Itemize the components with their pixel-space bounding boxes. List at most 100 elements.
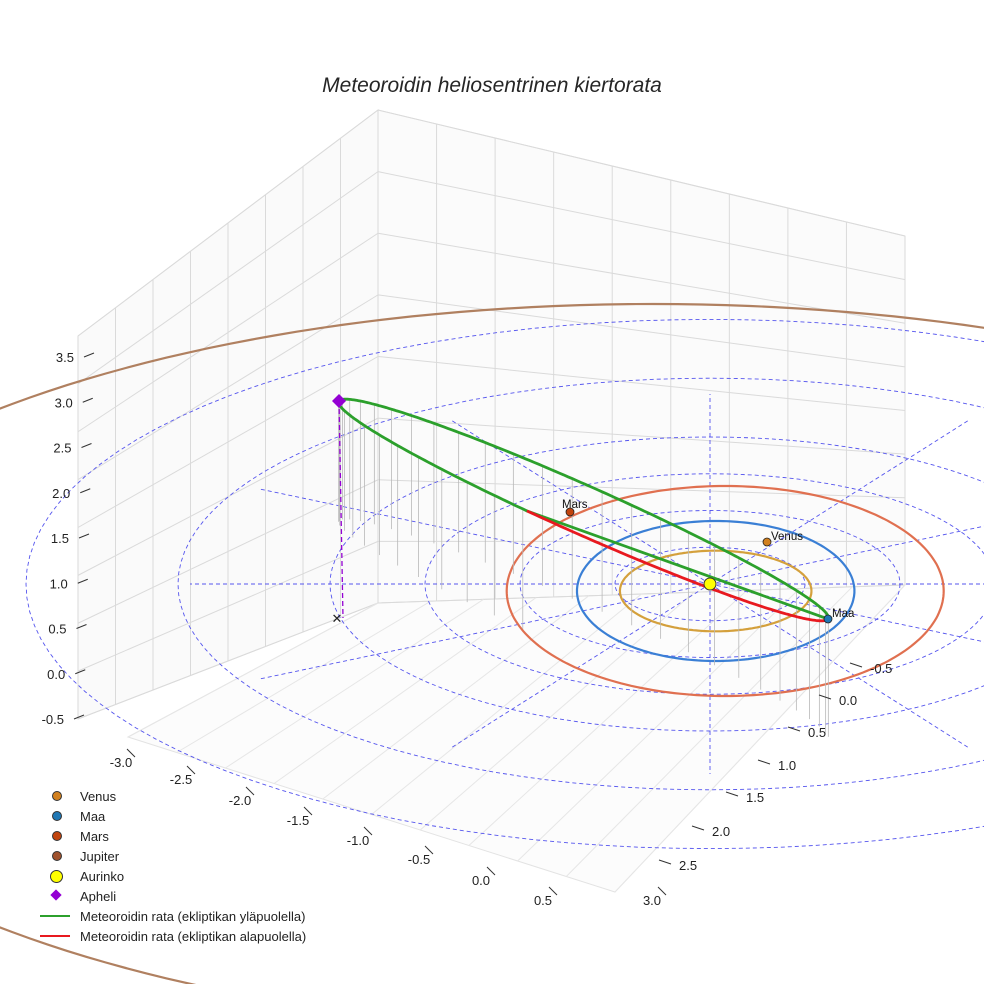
legend-label: Mars bbox=[80, 828, 109, 844]
legend-item: Jupiter bbox=[40, 846, 306, 866]
legend-item: Meteoroidin rata (ekliptikan alapuolella… bbox=[40, 926, 306, 946]
x-tick: -1.0 bbox=[347, 833, 369, 848]
planet-orbits bbox=[0, 302, 984, 984]
z-tick: -0.5 bbox=[42, 712, 64, 727]
y-tick-mark bbox=[757, 759, 771, 765]
x-tick: 3.0 bbox=[643, 893, 661, 908]
y-tick-mark bbox=[849, 662, 863, 668]
planet-label-maa: Maa bbox=[832, 608, 855, 620]
x-tick-mark bbox=[126, 748, 136, 758]
grid-line bbox=[322, 595, 590, 800]
legend-label: Apheli bbox=[80, 888, 117, 904]
grid-line bbox=[377, 109, 906, 237]
grid-line bbox=[377, 171, 906, 281]
x-tick: 0.5 bbox=[534, 893, 552, 908]
grid-line bbox=[565, 586, 853, 877]
y-tick-mark bbox=[725, 791, 739, 797]
planet-label-mars: Mars bbox=[562, 499, 588, 511]
legend-item: Aurinko bbox=[40, 866, 306, 886]
planet-venus bbox=[762, 537, 772, 547]
y-tick: 2.0 bbox=[712, 824, 730, 839]
aphelion-projection: ✕ bbox=[332, 611, 343, 626]
grid-line bbox=[377, 232, 906, 324]
x-tick-mark bbox=[363, 826, 373, 836]
legend-symbol bbox=[40, 846, 80, 866]
ecliptic-spoke bbox=[709, 419, 971, 585]
orbit-venus bbox=[618, 549, 813, 633]
x-tick-mark bbox=[186, 765, 196, 775]
sun-marker bbox=[703, 577, 717, 591]
legend-label: Venus bbox=[80, 788, 117, 804]
legend-symbol bbox=[40, 786, 80, 806]
aphelion-drop bbox=[338, 400, 344, 619]
z-tick-mark bbox=[83, 352, 95, 358]
y-tick: 0.0 bbox=[839, 693, 857, 708]
meteoroid-orbit bbox=[337, 397, 830, 623]
axis-box bbox=[77, 108, 907, 893]
planet-mars bbox=[565, 507, 575, 517]
x-tick: -1.5 bbox=[287, 813, 309, 828]
ecliptic-spoke bbox=[449, 583, 711, 749]
legend-label: Maa bbox=[80, 808, 106, 824]
x-tick: -2.5 bbox=[170, 772, 192, 787]
x-tick: -3.0 bbox=[110, 755, 132, 770]
z-tick-mark bbox=[77, 578, 88, 584]
grid-line bbox=[377, 417, 906, 455]
legend-label: Jupiter bbox=[80, 848, 120, 864]
y-tick-mark bbox=[818, 694, 832, 700]
legend-item: Maa bbox=[40, 806, 306, 826]
z-tick-mark bbox=[81, 443, 92, 448]
z-tick-mark bbox=[75, 669, 86, 675]
tick-labels: -0.5 0.0 0.5 1.0 1.5 2.0 2.5 3.0 3.5 -3.0 -2.5 -2.0… bbox=[42, 350, 893, 908]
legend-symbol bbox=[40, 926, 80, 946]
meteoroid-above bbox=[337, 397, 830, 621]
z-tick: 0.0 bbox=[47, 667, 65, 682]
grid-line bbox=[419, 591, 695, 831]
x-tick-mark bbox=[303, 806, 313, 816]
y-tick-mark bbox=[787, 726, 801, 732]
legend-label: Aurinko bbox=[80, 868, 125, 884]
z-tick: 3.0 bbox=[55, 395, 73, 410]
z-tick-mark bbox=[73, 714, 85, 720]
z-tick: 1.5 bbox=[51, 531, 69, 546]
grid-line bbox=[614, 584, 906, 893]
markers: ✕ Venus Maa Mars bbox=[332, 394, 855, 626]
ecliptic-grid bbox=[25, 318, 984, 850]
z-tick: 2.0 bbox=[52, 486, 70, 501]
z-tick: 0.5 bbox=[48, 622, 66, 637]
grid-line bbox=[377, 294, 906, 368]
legend-symbol bbox=[40, 866, 80, 886]
z-tick-mark bbox=[78, 533, 90, 539]
y-tick-mark bbox=[658, 859, 672, 865]
legend-label: Meteoroidin rata (ekliptikan alapuolella… bbox=[80, 928, 307, 944]
grid-line bbox=[225, 598, 484, 769]
y-tick: 1.0 bbox=[778, 758, 796, 773]
x-tick-mark bbox=[486, 866, 496, 876]
planet-label-venus: Venus bbox=[771, 531, 803, 543]
z-tick: 1.0 bbox=[50, 576, 68, 591]
x-tick: -0.5 bbox=[408, 852, 430, 867]
ecliptic-ring bbox=[424, 473, 984, 695]
z-tick: 3.5 bbox=[56, 350, 74, 365]
legend: Venus Maa Mars Jupiter Aurinko Apheli Meteoroi… bbox=[40, 786, 306, 946]
legend-label: Meteoroidin rata (ekliptikan yläpuolella… bbox=[80, 908, 306, 924]
legend-symbol bbox=[40, 826, 80, 846]
x-tick-mark bbox=[424, 845, 434, 855]
planet-maa bbox=[823, 614, 833, 624]
legend-item: Venus bbox=[40, 786, 306, 806]
grid-line bbox=[377, 356, 906, 411]
legend-symbol bbox=[40, 806, 80, 826]
x-tick-mark bbox=[657, 886, 667, 896]
y-tick: -0.5 bbox=[870, 661, 892, 676]
chart-title: Meteoroidin heliosentrinen kiertorata bbox=[322, 74, 662, 97]
legend-symbol bbox=[40, 906, 80, 926]
x-tick: -2.0 bbox=[229, 793, 251, 808]
x-tick: 0.0 bbox=[472, 873, 490, 888]
aphelion-marker bbox=[332, 394, 346, 408]
y-tick: 0.5 bbox=[808, 725, 826, 740]
z-tick-mark bbox=[82, 397, 93, 403]
legend-item: Apheli bbox=[40, 886, 306, 906]
y-tick: 2.5 bbox=[679, 858, 697, 873]
z-tick-mark bbox=[80, 488, 91, 494]
